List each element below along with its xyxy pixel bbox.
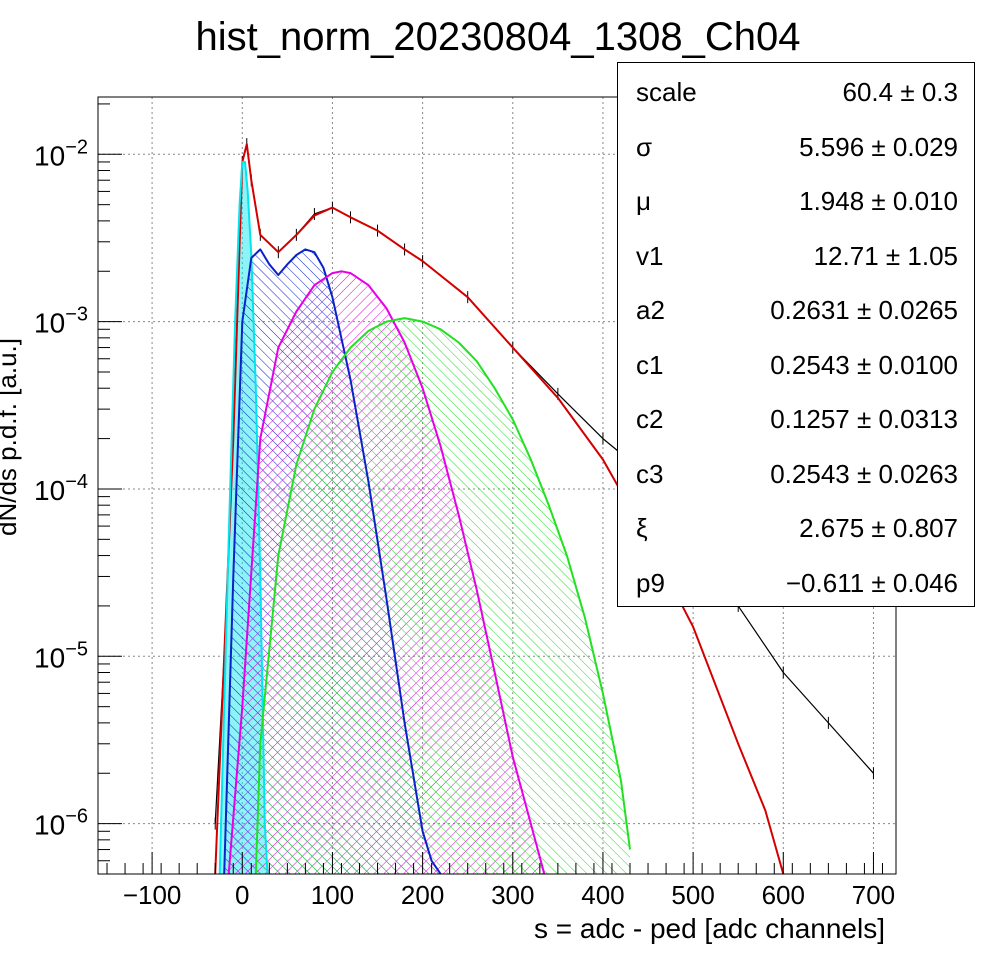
stat-row: μ 1.948 ± 0.010 <box>618 172 974 226</box>
stat-error-number: 0.0100 <box>878 349 958 380</box>
stat-value-number: −0.611 <box>785 567 865 598</box>
stat-value: 2.675 ± 0.807 <box>799 513 958 544</box>
plus-minus-sign: ± <box>864 186 893 216</box>
x-tick-label: 600 <box>762 880 805 910</box>
fit-stats-box: scale 60.4 ± 0.3 σ 5.596 ± 0.029 μ 1.948 ± 0.… <box>617 62 975 607</box>
stat-name: a2 <box>636 295 665 325</box>
pedestal-component-line <box>218 161 269 874</box>
plus-minus-sign: ± <box>893 77 922 107</box>
stat-name: p9 <box>636 567 665 598</box>
stat-row: a2 0.2631 ± 0.0265 <box>618 281 974 335</box>
stat-row: p9 −0.611 ± 0.046 <box>618 554 974 608</box>
stat-name: σ <box>636 131 653 162</box>
stat-row: c1 0.2543 ± 0.0100 <box>618 336 974 390</box>
stat-error-number: 0.0265 <box>878 295 958 325</box>
plus-minus-sign: ± <box>864 513 893 543</box>
stat-value: 60.4 ± 0.3 <box>843 77 958 108</box>
stat-row: scale 60.4 ± 0.3 <box>618 63 974 117</box>
plus-minus-sign: ± <box>849 458 879 489</box>
stat-value-number: 1.948 <box>799 186 865 216</box>
stat-value-number: 60.4 <box>842 77 894 107</box>
y-axis-label: dN/ds p.d.f. [a.u.] <box>0 338 22 536</box>
stat-value: 1.948 ± 0.010 <box>799 186 958 217</box>
stat-value-number: 0.2631 <box>770 295 850 325</box>
stat-value-number: 0.2543 <box>770 458 850 489</box>
y-tick-label: 10−5 <box>34 638 88 673</box>
stat-error-number: 0.0263 <box>878 458 958 489</box>
x-tick-label: 200 <box>401 880 444 910</box>
x-axis-label: s = adc - ped [adc channels] <box>534 913 885 944</box>
stat-value-number: 12.71 <box>813 240 879 271</box>
y-tick-label: 10−6 <box>34 806 88 841</box>
stat-value-number: 0.2543 <box>770 349 850 380</box>
stat-value-number: 0.1257 <box>770 404 850 434</box>
stat-error-number: 1.05 <box>907 240 958 271</box>
stat-error-number: 0.010 <box>892 186 958 216</box>
chart-title: hist_norm_20230804_1308_Ch04 <box>196 15 801 59</box>
plus-minus-sign: ± <box>849 295 879 325</box>
y-tick-label: 10−3 <box>34 304 88 339</box>
stat-name: c3 <box>636 458 664 489</box>
y-tick-label: 10−4 <box>34 471 88 506</box>
stat-name: c1 <box>636 349 664 380</box>
stat-error-number: 0.3 <box>921 77 958 107</box>
x-tick-label: 0 <box>235 880 249 910</box>
x-tick-label: 300 <box>491 880 534 910</box>
stat-row: c2 0.1257 ± 0.0313 <box>618 390 974 444</box>
stat-error-number: 0.0313 <box>878 404 958 434</box>
stat-name: μ <box>636 186 651 216</box>
stat-row: ξ 2.675 ± 0.807 <box>618 499 974 553</box>
x-tick-label: 400 <box>581 880 624 910</box>
stat-error-number: 0.046 <box>892 567 958 598</box>
plus-minus-sign: ± <box>864 567 893 598</box>
plus-minus-sign: ± <box>864 131 893 162</box>
stat-row: σ 5.596 ± 0.029 <box>618 118 974 172</box>
component-3-fill <box>255 318 630 874</box>
stat-value: 0.2543 ± 0.0263 <box>770 459 958 490</box>
stat-error-number: 0.807 <box>892 513 958 543</box>
stat-name: scale <box>636 77 697 107</box>
x-tick-label: 100 <box>311 880 354 910</box>
stat-value: 0.2543 ± 0.0100 <box>770 350 958 381</box>
y-tick-label: 10−2 <box>34 136 88 171</box>
plus-minus-sign: ± <box>849 404 879 434</box>
stat-value: 12.71 ± 1.05 <box>814 241 958 272</box>
stat-row: c3 0.2543 ± 0.0263 <box>618 445 974 499</box>
stat-value-number: 5.596 <box>799 131 865 162</box>
stat-value-number: 2.675 <box>799 513 865 543</box>
plus-minus-sign: ± <box>849 349 879 380</box>
stat-value: 5.596 ± 0.029 <box>799 132 958 163</box>
stat-row: v1 12.71 ± 1.05 <box>618 227 974 281</box>
x-tick-label: 500 <box>671 880 714 910</box>
stat-error-number: 0.029 <box>892 131 958 162</box>
stat-name: v1 <box>636 240 664 271</box>
stat-name: ξ <box>636 513 648 543</box>
component-3-line <box>254 317 631 874</box>
plus-minus-sign: ± <box>878 240 908 271</box>
stat-name: c2 <box>636 404 664 434</box>
component-1-line <box>223 248 442 874</box>
stat-value: 0.2631 ± 0.0265 <box>770 295 958 326</box>
component-2-line <box>227 270 546 874</box>
stat-value: −0.611 ± 0.046 <box>786 568 958 599</box>
stat-value: 0.1257 ± 0.0313 <box>770 404 958 435</box>
x-tick-label: −100 <box>123 880 182 910</box>
x-tick-label: 700 <box>852 880 895 910</box>
